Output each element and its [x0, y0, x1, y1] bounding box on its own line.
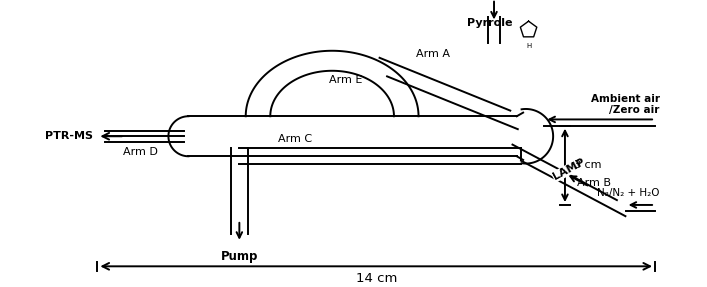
Text: PTR-MS: PTR-MS — [45, 131, 93, 141]
Text: Pump: Pump — [221, 250, 258, 263]
Text: Arm A: Arm A — [416, 49, 450, 59]
Text: Pyrrole: Pyrrole — [467, 18, 512, 28]
Text: H: H — [526, 43, 531, 49]
Text: 3 cm: 3 cm — [574, 160, 602, 170]
Text: 14 cm: 14 cm — [356, 272, 397, 285]
Text: Arm D: Arm D — [123, 147, 158, 157]
Text: LAMP: LAMP — [551, 157, 587, 182]
Text: Arm B: Arm B — [577, 178, 611, 188]
Text: Arm C: Arm C — [278, 134, 312, 144]
Text: Ambient air
/Zero air: Ambient air /Zero air — [590, 94, 660, 115]
Text: N₂/N₂ + H₂O: N₂/N₂ + H₂O — [597, 188, 660, 198]
Text: Arm E: Arm E — [329, 75, 363, 85]
